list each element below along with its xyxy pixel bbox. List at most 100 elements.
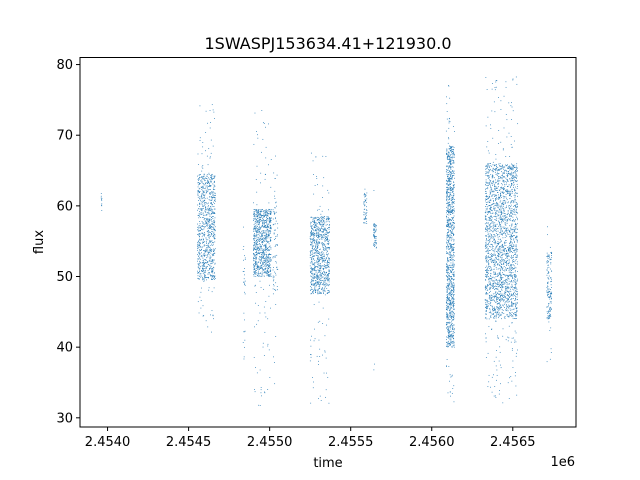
data-point	[261, 235, 262, 237]
data-point	[256, 244, 258, 246]
data-point	[452, 231, 453, 233]
data-point	[201, 176, 203, 177]
data-point	[503, 212, 505, 214]
data-point	[319, 264, 321, 266]
data-point	[269, 267, 271, 268]
data-point	[495, 219, 497, 221]
data-point	[327, 266, 329, 267]
data-point	[313, 277, 315, 279]
data-point	[324, 277, 326, 279]
data-point	[510, 215, 511, 217]
data-point	[447, 176, 449, 177]
data-point	[328, 279, 330, 281]
data-point	[244, 268, 245, 269]
data-point	[329, 231, 331, 233]
data-point	[314, 242, 315, 243]
data-point	[208, 227, 210, 229]
data-point	[493, 241, 495, 243]
data-point	[509, 292, 511, 294]
data-point	[198, 264, 200, 266]
data-point	[491, 234, 493, 236]
data-point	[489, 170, 491, 171]
data-point	[485, 198, 487, 200]
data-point	[272, 218, 274, 220]
data-point	[253, 248, 255, 250]
data-point	[263, 224, 265, 226]
data-point	[512, 246, 514, 247]
data-point	[447, 342, 448, 344]
data-point	[201, 210, 203, 212]
data-point	[202, 269, 204, 270]
data-point	[487, 201, 489, 203]
data-point	[267, 215, 269, 217]
data-point	[214, 238, 216, 239]
data-point	[446, 240, 448, 241]
data-point	[268, 284, 270, 286]
data-point	[373, 226, 375, 227]
data-point	[489, 209, 491, 211]
data-point	[506, 193, 508, 195]
data-point	[451, 202, 453, 203]
data-point	[212, 192, 214, 193]
data-point	[256, 270, 257, 271]
data-point	[256, 251, 258, 252]
data-point	[209, 196, 211, 198]
data-point	[449, 270, 451, 272]
data-point	[506, 182, 507, 184]
data-point	[508, 280, 510, 282]
data-point	[366, 198, 368, 200]
data-point	[197, 277, 199, 279]
data-point	[265, 240, 267, 242]
data-point	[211, 203, 213, 205]
data-point	[499, 346, 501, 348]
data-point	[210, 208, 212, 210]
data-point	[198, 276, 200, 277]
data-point	[314, 277, 316, 279]
data-point	[500, 192, 501, 194]
data-point	[320, 275, 322, 277]
data-point	[448, 335, 449, 336]
data-point	[364, 192, 365, 194]
data-point	[328, 239, 330, 241]
data-point	[511, 183, 513, 185]
data-point	[500, 210, 502, 212]
data-point	[452, 160, 454, 161]
data-point	[327, 274, 329, 276]
data-point	[206, 174, 208, 176]
data-point	[209, 157, 211, 159]
data-point	[501, 231, 503, 232]
data-point	[447, 186, 448, 188]
data-point	[254, 254, 256, 256]
data-point	[492, 250, 494, 252]
data-point	[364, 196, 366, 198]
data-point	[513, 235, 514, 237]
data-point	[319, 279, 321, 281]
data-point	[319, 260, 320, 261]
data-point	[254, 236, 255, 238]
data-point	[199, 241, 201, 243]
data-point	[506, 288, 508, 290]
data-point	[264, 226, 266, 228]
data-point	[375, 229, 377, 231]
data-point	[363, 222, 365, 224]
data-point	[449, 253, 451, 255]
data-point	[499, 209, 500, 211]
data-point	[276, 268, 278, 270]
data-point	[319, 269, 321, 271]
data-point	[263, 232, 265, 234]
data-point	[261, 225, 263, 227]
data-point	[447, 305, 449, 307]
data-point	[254, 235, 256, 237]
data-point	[489, 239, 491, 241]
data-point	[451, 307, 452, 308]
data-point	[514, 249, 516, 251]
data-point	[494, 213, 496, 214]
data-point	[509, 275, 511, 277]
data-point	[316, 260, 317, 262]
data-point	[205, 218, 207, 219]
data-point	[198, 214, 200, 216]
data-point	[450, 226, 452, 227]
data-point	[503, 173, 505, 174]
data-point	[373, 242, 375, 244]
data-point	[205, 251, 207, 253]
